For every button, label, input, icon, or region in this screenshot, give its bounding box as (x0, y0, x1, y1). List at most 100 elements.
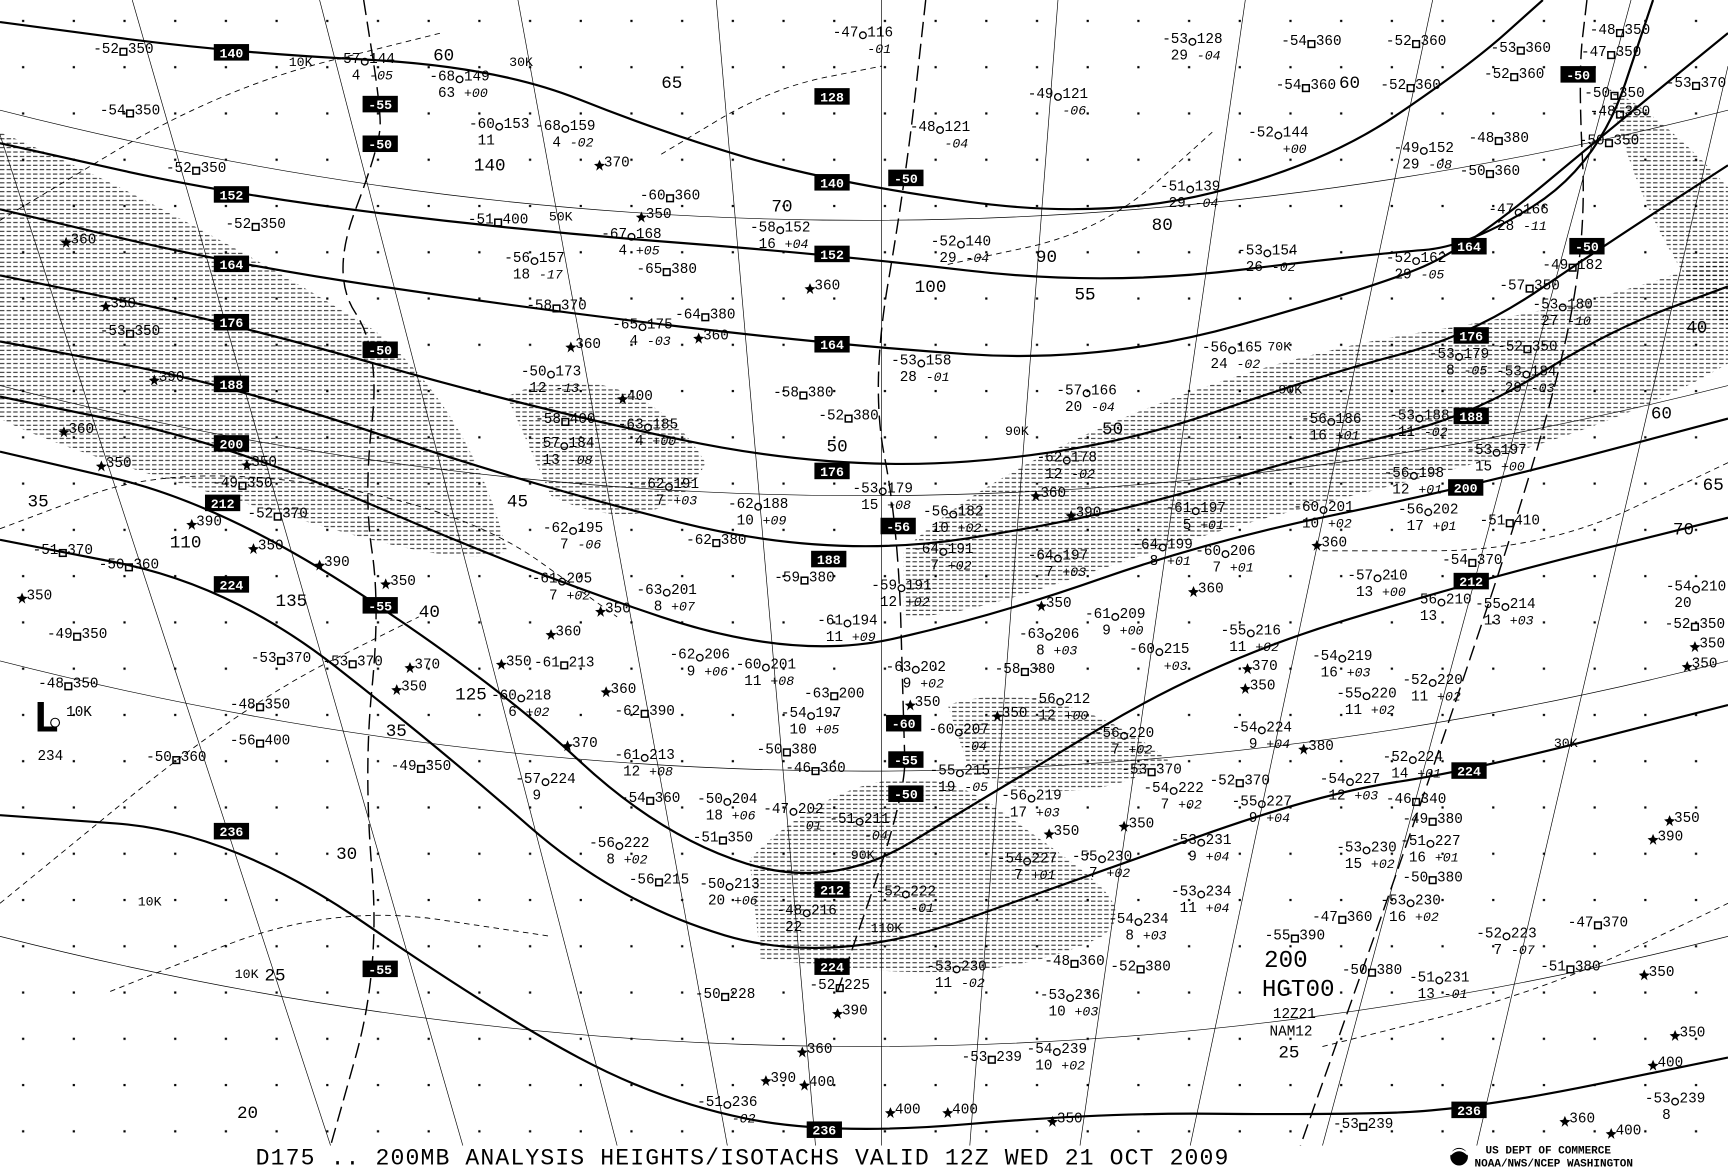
station-plot: -54 234 8 +03 (1108, 912, 1168, 945)
height-change: +01 (1032, 868, 1056, 883)
height-change: -01 (910, 901, 934, 916)
dewpoint-depression: 15 (1345, 857, 1362, 873)
station-plot: -53 230 15 +02 (1336, 841, 1396, 874)
height-change: +07 (671, 599, 695, 614)
station-plot: 350 (391, 680, 427, 696)
temperature: -63 (637, 583, 663, 599)
station-circle-icon (1455, 352, 1464, 361)
station-plot: 360 (600, 682, 636, 698)
height-change: +02 (920, 676, 944, 691)
dewpoint-depression: 11 (1411, 690, 1428, 706)
station-plot: -58 380 (995, 662, 1055, 678)
boxed-height-label: 224 (814, 958, 850, 976)
boxed-height-label: 188 (1453, 407, 1489, 425)
height-change: +02 (1106, 866, 1130, 881)
station-circle-icon (640, 753, 649, 762)
height: 390 (196, 514, 222, 530)
station-plot: -56 215 (629, 872, 689, 888)
station-circle-icon (644, 423, 652, 432)
station-plot: -56 165 24 -02 (1202, 340, 1262, 373)
temperature: -46 (785, 761, 811, 777)
height-change: -08 (569, 453, 593, 468)
height: 390 (649, 704, 675, 720)
dewpoint-depression: 10 (790, 723, 807, 739)
height: 350 (1534, 279, 1560, 295)
height: 350 (506, 654, 532, 670)
aircraft-star-icon (798, 1079, 810, 1091)
station-plot: -64 191 7 +02 (913, 542, 973, 575)
station-circle-icon (1362, 692, 1371, 701)
station-plot: -48 380 (1469, 131, 1529, 147)
temperature: -51 (829, 812, 855, 828)
station-square-icon (665, 194, 675, 203)
station-plot: -53 197 15 +00 (1466, 443, 1526, 476)
station-plot: -52 380 (1110, 960, 1170, 976)
station-plot: 350 (241, 455, 277, 471)
aircraft-star-icon (1118, 820, 1130, 832)
boxed-height-label: 200 (213, 435, 250, 452)
temperature: -52 (1386, 34, 1412, 50)
station-plot: -48 121-04 (910, 120, 970, 152)
max-wind-label: 50K (549, 209, 573, 224)
station-circle-icon (878, 487, 887, 496)
temperature: -48 (230, 697, 256, 713)
boxed-height-label: 164 (1451, 237, 1487, 255)
dewpoint-depression: 28 (900, 370, 917, 386)
height: 152 (785, 220, 811, 236)
station-square-icon (721, 992, 730, 1002)
temperature: -53 (1162, 32, 1188, 48)
station-plot: 360 (58, 422, 94, 438)
height-change: +03 (1347, 665, 1371, 680)
height: 215 (964, 763, 990, 779)
height: 158 (926, 354, 952, 370)
station-plot: -58 152 16 +04 (750, 220, 810, 253)
boxed-height-label: 236 (1451, 1101, 1487, 1119)
temperature: -52 (1383, 750, 1409, 766)
height: 222 (910, 885, 936, 901)
station-circle-icon (1362, 846, 1371, 855)
temperature: -50 (1460, 164, 1486, 180)
station-square-icon (718, 836, 728, 845)
height: 197 (816, 706, 842, 722)
temperature: -53 (1380, 893, 1406, 909)
temperature: -62 (670, 648, 696, 664)
station-circle-icon (558, 577, 567, 586)
station-square-icon (125, 109, 135, 118)
height-change: +01 (1200, 518, 1224, 533)
height: 400 (809, 1075, 835, 1091)
temperature: -63 (886, 660, 912, 676)
station-square-icon (125, 329, 135, 338)
height: 239 (1680, 1092, 1706, 1108)
agency-block: US DEPT OF COMMERCE NOAA/NWS/NCEP WASHIN… (1449, 1145, 1633, 1171)
station-circle-icon (1053, 554, 1062, 563)
height-change: +01 (1418, 483, 1442, 498)
boxed-height-label-text: 236 (812, 1124, 836, 1139)
station-plot: 390 (148, 370, 184, 386)
station-plot: -51 211-04 (829, 812, 889, 844)
temperature: -59 (871, 578, 897, 594)
temperature: -50 (697, 792, 723, 808)
temperature: -52 (1402, 673, 1428, 689)
dewpoint-depression: 9 (1188, 849, 1197, 865)
station-square-icon (1604, 139, 1614, 148)
temperature: -53 (1389, 409, 1415, 425)
temperature: -61 (532, 572, 558, 588)
station-plot: -49 380 (1402, 812, 1462, 828)
station-plot: -53 154 26 -02 (1237, 243, 1297, 276)
station-square-icon (256, 703, 265, 712)
height: 121 (1062, 87, 1088, 103)
station-plot: 350 (1664, 811, 1700, 827)
height: 234 (1206, 885, 1232, 901)
temperature: -47 (1312, 910, 1338, 926)
dewpoint-depression: 15 (861, 498, 878, 514)
height: 350 (260, 217, 286, 233)
height-change: -04 (1195, 196, 1219, 211)
height: 380 (1437, 870, 1463, 886)
height: 360 (1494, 164, 1520, 180)
station-plot: 390 (1065, 506, 1101, 522)
height-change: -08 (1428, 158, 1452, 173)
station-plot: -52 350 (225, 217, 285, 233)
height: 370 (604, 155, 630, 171)
height: 380 (710, 307, 736, 323)
station-plot: -54 360 (1281, 34, 1341, 50)
